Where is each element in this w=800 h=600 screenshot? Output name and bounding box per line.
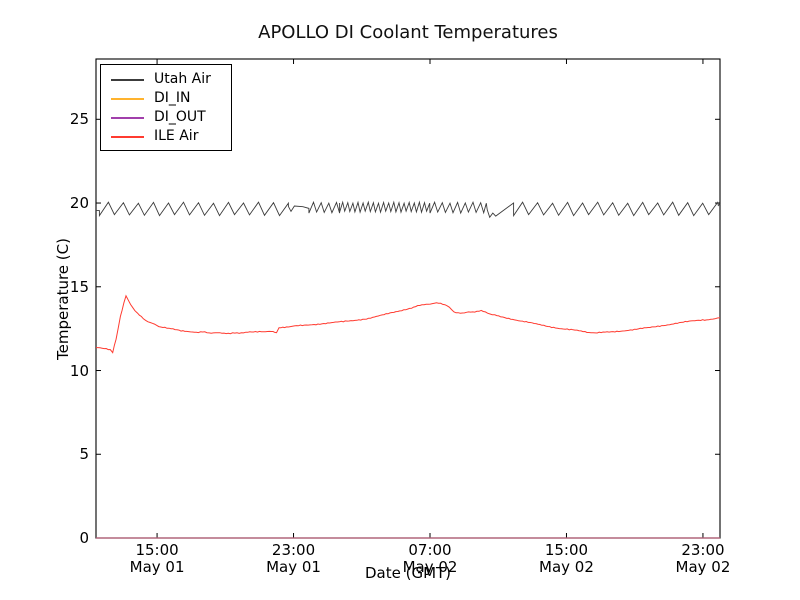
x-tick-time: 15:00 xyxy=(135,541,179,559)
legend: Utah Air DI_IN DI_OUT ILE Air xyxy=(100,64,232,151)
x-tick-label: 23:00 May 01 xyxy=(266,542,321,576)
legend-label: ILE Air xyxy=(154,128,199,144)
y-axis-label: Temperature (C) xyxy=(54,238,72,360)
chart-title: APOLLO DI Coolant Temperatures xyxy=(258,22,558,43)
legend-entry-di-out: DI_OUT xyxy=(111,108,231,127)
x-tick-date: May 02 xyxy=(402,558,458,576)
x-tick-label: 23:00 May 02 xyxy=(676,542,731,576)
y-tick-label: 5 xyxy=(79,445,89,464)
x-tick-time: 15:00 xyxy=(544,541,589,559)
y-tick-label: 25 xyxy=(69,110,89,129)
x-tick-date: May 01 xyxy=(129,558,185,576)
x-axis-label: Date (GMT) xyxy=(364,564,452,582)
x-tick-time: 23:00 xyxy=(681,541,725,559)
utah-air-line-swatch xyxy=(111,78,144,81)
x-tick-time: 07:00 xyxy=(408,541,452,559)
legend-entry-utah-air: Utah Air xyxy=(111,70,231,89)
y-tick-label: 15 xyxy=(69,277,89,296)
x-tick-date: May 02 xyxy=(539,558,594,576)
y-tick-label: 0 xyxy=(79,529,89,547)
x-tick-label: 15:00 May 01 xyxy=(130,542,185,576)
x-tick-date: May 02 xyxy=(675,558,731,576)
di-out-line-swatch xyxy=(111,116,144,119)
legend-label: DI_OUT xyxy=(154,109,206,125)
x-tick-date: May 01 xyxy=(266,558,321,576)
series-line-ile-air xyxy=(96,294,721,354)
x-tick-time: 23:00 xyxy=(271,541,316,559)
y-tick-label: 20 xyxy=(69,194,89,213)
legend-entry-ile-air: ILE Air xyxy=(111,127,231,146)
x-tick-label: 15:00 May 02 xyxy=(539,542,594,576)
legend-label: DI_IN xyxy=(154,90,191,106)
series-line-utah-air xyxy=(96,200,721,219)
legend-label: Utah Air xyxy=(154,71,211,87)
di-in-line-swatch xyxy=(111,97,144,100)
ile-air-line-swatch xyxy=(111,135,144,138)
x-tick-label: 07:00 May 02 xyxy=(403,542,458,576)
legend-entry-di-in: DI_IN xyxy=(111,89,231,108)
y-tick-label: 10 xyxy=(69,361,89,380)
